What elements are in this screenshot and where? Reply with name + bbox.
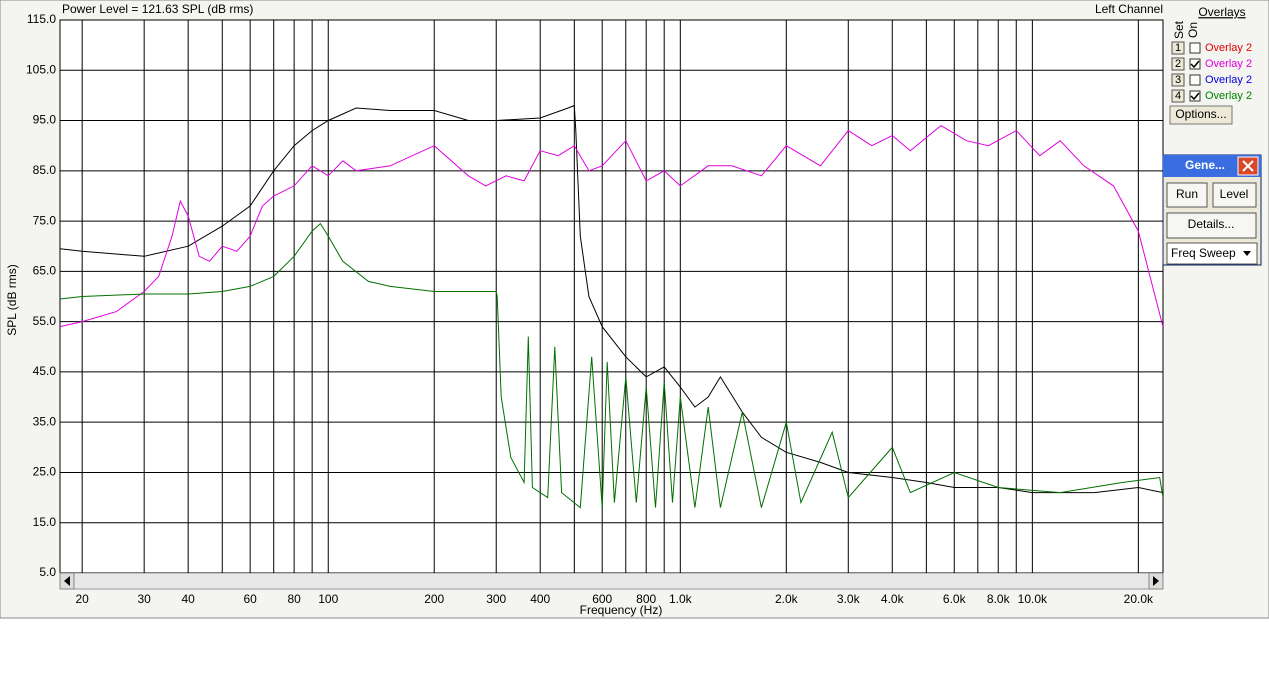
x-tick-label: 10.0k [1018,592,1048,606]
overlay-checkbox[interactable] [1189,90,1201,102]
set-number: 1 [1175,42,1181,54]
series-line [60,104,1163,494]
options-button[interactable] [1169,105,1233,125]
overlay-checkbox[interactable] [1189,74,1201,86]
y-tick-label: 65.0 [33,264,57,278]
y-tick-label: 115.0 [27,12,56,26]
y-tick-label: 75.0 [33,213,57,227]
power-level: Power Level = 121.63 SPL (dB rms) [62,2,253,16]
overlay-checkbox[interactable] [1189,42,1201,54]
x-tick-label: 2.0k [775,592,799,606]
x-tick-label: 6.0k [943,592,967,606]
dropdown-arrow [1243,251,1251,256]
y-tick-label: 105.0 [26,62,56,76]
check-mark [1190,92,1200,101]
y-tick-label: 45.0 [33,364,57,378]
scrollbar[interactable] [59,572,1164,590]
scroll-track [59,572,1164,590]
x-axis-label: Frequency (Hz) [580,603,663,617]
overlay-label: Overlay 2 [1205,58,1252,70]
y-tick-label: 55.0 [33,314,57,328]
x-tick-label: 100 [318,592,338,606]
x-tick-label: 3.0k [837,592,861,606]
arrow-icon [1153,576,1159,586]
x-tick-label: 800 [636,592,656,606]
run-button[interactable] [1166,182,1208,208]
x-tick-label: 200 [424,592,444,606]
set-label: Set [1172,20,1186,39]
set-box [1171,73,1185,87]
set-number: 3 [1175,74,1181,86]
y-tick-label: 95.0 [33,113,57,127]
overlay-label: Overlay 2 [1205,42,1252,54]
set-box [1171,41,1185,55]
x-tick-label: 300 [486,592,506,606]
x-tick-label: 80 [287,592,301,606]
arrow-icon [64,576,70,586]
y-axis-label: SPL (dB rms) [5,264,19,336]
options-label: Options... [1175,107,1226,121]
series-line [60,222,1163,509]
mode-dropdown[interactable] [1166,242,1258,265]
set-box [1171,57,1185,71]
y-tick-label: 5.0 [39,565,56,579]
x-tick-label: 600 [592,592,612,606]
on-label: On [1186,22,1200,38]
close-icon [1242,160,1254,172]
y-tick-label: 25.0 [33,465,57,479]
check-mark [1190,60,1200,69]
x-tick-label: 20.0k [1124,592,1154,606]
x-tick-label: 30 [137,592,151,606]
set-number: 2 [1175,58,1181,70]
generator-titlebar [1163,155,1261,177]
set-box [1171,89,1185,103]
x-tick-label: 400 [530,592,550,606]
generator-title: Gene... [1185,158,1225,172]
set-number: 4 [1175,90,1181,102]
x-tick-label: 40 [181,592,195,606]
x-tick-label: 20 [75,592,89,606]
mode-label: Freq Sweep [1171,246,1236,260]
x-tick-label: 1.0k [669,592,693,606]
x-tick-label: 8.0k [987,592,1011,606]
overlay-label: Overlay 2 [1205,90,1252,102]
generator-window: Gene... Run Level Details... Freq Sweep [1162,154,1262,266]
details-button[interactable] [1166,212,1257,239]
level-label: Level [1220,187,1249,201]
y-tick-label: 35.0 [33,414,57,428]
level-button[interactable] [1212,182,1257,208]
overlay-label: Overlay 2 [1205,74,1252,86]
x-tick-label: 4.0k [881,592,905,606]
overlay-checkbox[interactable] [1189,58,1201,70]
plot-area [59,19,1164,574]
overlays-title: Overlays [1198,5,1245,19]
series-line [60,124,1163,328]
y-tick-label: 85.0 [33,163,57,177]
details-label: Details... [1188,217,1235,231]
plot [60,20,1163,573]
run-label: Run [1176,187,1198,201]
x-tick-label: 60 [243,592,257,606]
channel: Left Channel [1095,2,1163,16]
y-tick-label: 15.0 [33,515,57,529]
